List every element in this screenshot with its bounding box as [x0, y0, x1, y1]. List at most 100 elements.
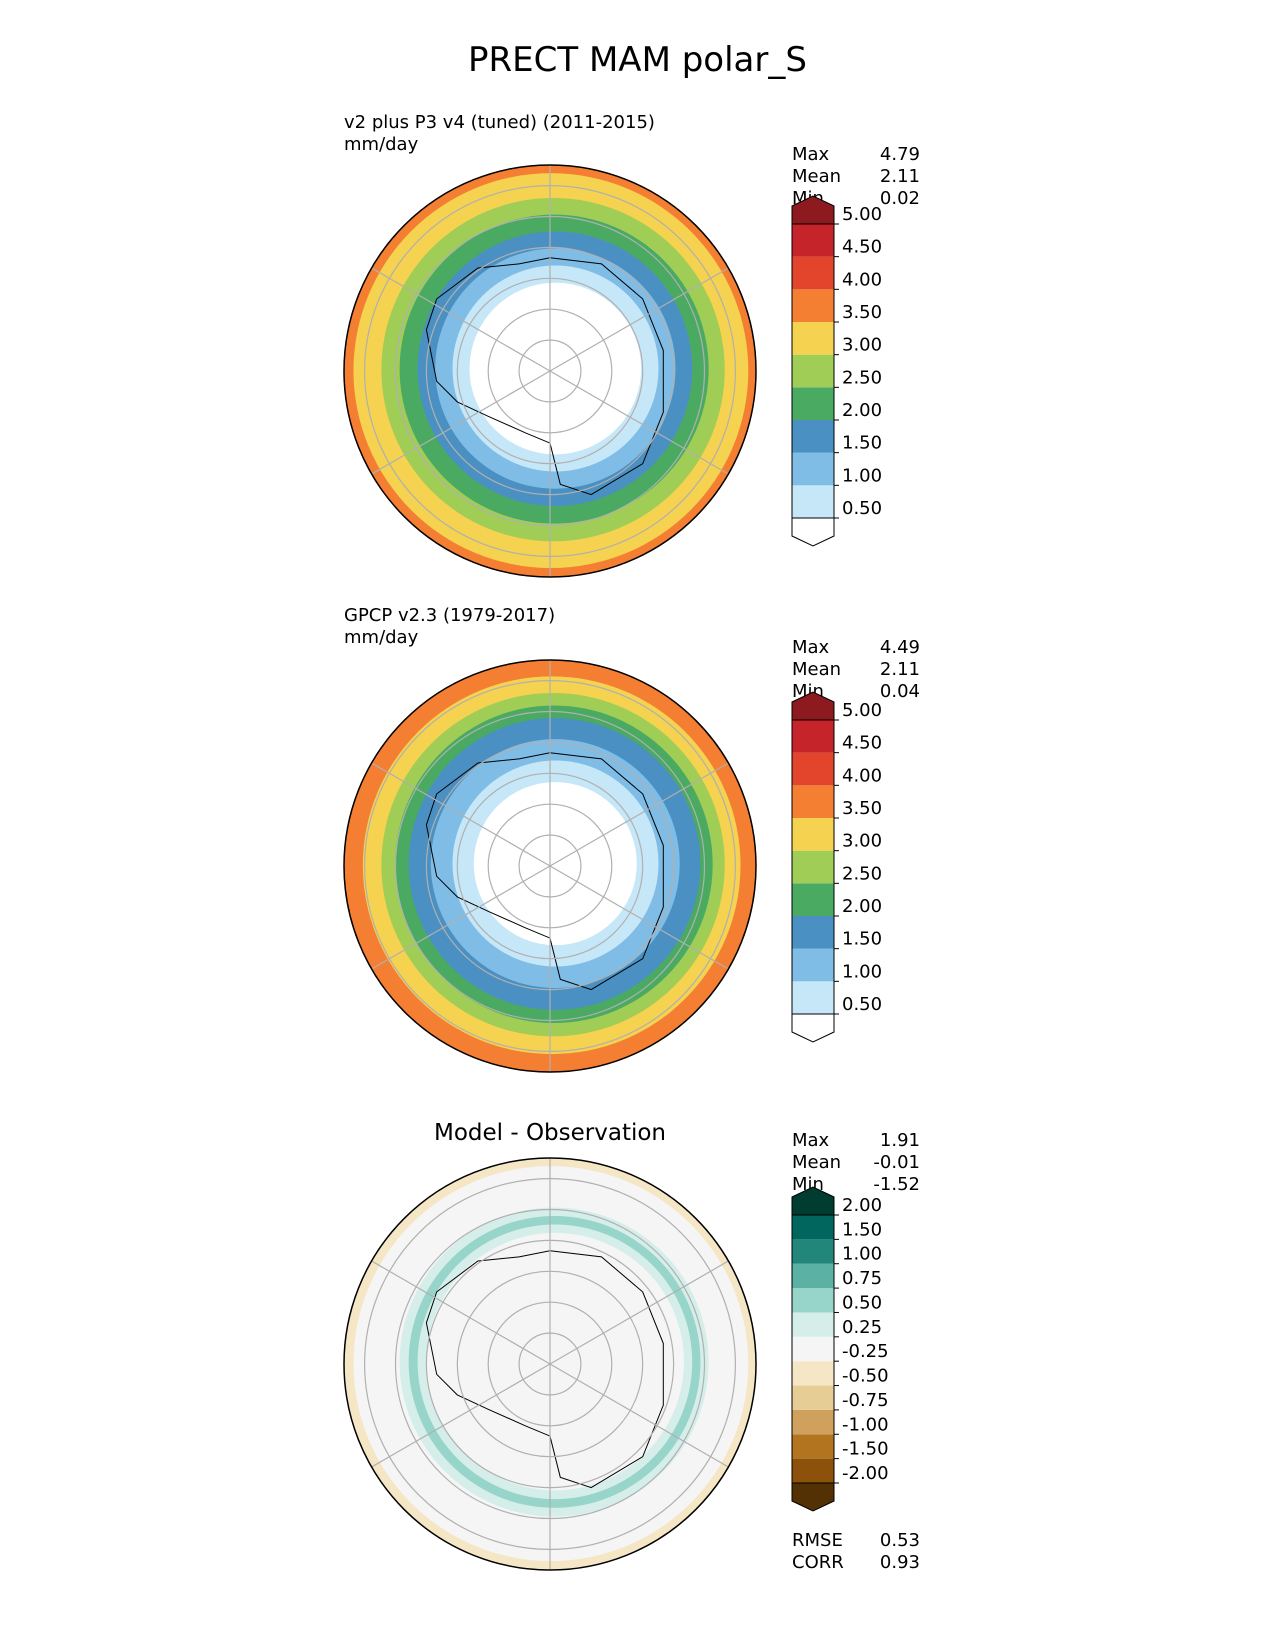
colorbar-tick-label: 4.00 — [842, 269, 882, 290]
colorbar-tick-label: 4.50 — [842, 733, 882, 754]
colorbar-tick-label: 1.50 — [842, 929, 882, 950]
colorbar-box — [792, 883, 834, 916]
colorbar-box — [792, 850, 834, 884]
colorbar-tick-label: 4.50 — [842, 237, 882, 258]
panel-1-title: v2 plus P3 v4 (tuned) (2011-2015) mm/day — [344, 112, 655, 156]
colorbar-frame — [791, 223, 835, 519]
meridian-line — [371, 762, 551, 867]
colorbar-box — [792, 1336, 834, 1362]
panel-1-stat-mean: Mean 2.11 — [792, 166, 920, 187]
meridian-line — [549, 762, 729, 867]
coastline — [425, 257, 664, 496]
colorbar-tick-label: -2.00 — [842, 1463, 889, 1484]
colorbar-box — [792, 485, 834, 518]
colorbar-tick-label: 0.25 — [842, 1317, 882, 1338]
colorbar-tick-label: 3.50 — [842, 798, 882, 819]
colorbar-tick-label: 2.50 — [842, 863, 882, 884]
colorbar-tick-label: 1.00 — [842, 465, 882, 486]
colorbar-extend-min — [791, 1013, 835, 1043]
colorbar-frame — [791, 719, 835, 1015]
colorbar-tick-label: 1.50 — [842, 1219, 882, 1240]
coastline — [425, 752, 664, 991]
colorbar-box — [792, 1409, 834, 1435]
colorbar-box — [792, 785, 834, 818]
meridian-line — [371, 370, 551, 475]
colorbar-box — [792, 1312, 834, 1337]
colorbar-box — [792, 452, 834, 486]
colorbar-tick-label: 2.00 — [842, 1195, 882, 1216]
colorbar-tick-label: 0.50 — [842, 994, 882, 1015]
panel-3-title: Model - Observation — [433, 1120, 667, 1146]
colorbar-box — [792, 1215, 834, 1240]
panel-3-stat-rmse: RMSE 0.53 — [792, 1530, 920, 1551]
colorbar-box — [792, 916, 834, 949]
colorbar-tick-label: 3.00 — [842, 831, 882, 852]
panel-3-stat-corr: CORR 0.93 — [792, 1552, 920, 1573]
colorbar-box — [792, 981, 834, 1014]
meridian-line — [549, 865, 729, 970]
colorbar-tick-label: -0.25 — [842, 1341, 889, 1362]
panel-3-error-stats: RMSE 0.53 CORR 0.93 — [792, 1530, 920, 1574]
colorbar-tick-label: 1.50 — [842, 433, 882, 454]
colorbar-extend-max — [791, 195, 835, 225]
map-boundary — [343, 659, 757, 1073]
colorbar-extend-max — [791, 1186, 835, 1216]
coastline — [425, 1250, 664, 1489]
meridian-line — [371, 865, 551, 970]
panel-2-title-main: GPCP v2.3 (1979-2017) — [344, 605, 556, 626]
colorbar-1: 0.50 1.00 1.50 2.00 2.50 3.00 3.50 4.00 4.50 5.00 — [791, 195, 882, 547]
colorbar-box — [792, 948, 834, 982]
colorbar-box — [792, 1239, 834, 1264]
colorbar-extend-min — [791, 1482, 835, 1512]
polar-map-1 — [343, 164, 757, 578]
colorbar-tick-label: 0.50 — [842, 1292, 882, 1313]
colorbar-box — [792, 420, 834, 453]
colorbar-box — [792, 256, 834, 290]
colorbar-3: -2.00 -1.50 -1.00 -0.75 -0.50 -0.25 0.25 0.50 0.… — [791, 1186, 889, 1512]
colorbar-tick-label: 0.75 — [842, 1268, 882, 1289]
panel-2-stat-mean: Mean 2.11 — [792, 659, 920, 680]
colorbar-box — [792, 1458, 834, 1483]
colorbar-box — [792, 1385, 834, 1410]
colorbar-tick-label: 3.50 — [842, 302, 882, 323]
polar-map-2 — [343, 659, 757, 1073]
colorbar-frame — [791, 1214, 835, 1484]
colorbar-box — [792, 752, 834, 786]
panel-2-title: GPCP v2.3 (1979-2017) mm/day — [344, 605, 555, 649]
colorbar-extend-min — [791, 517, 835, 547]
meridian-line — [549, 370, 729, 475]
colorbar-tick-label: -0.50 — [842, 1366, 889, 1387]
colorbar-box — [792, 322, 834, 355]
panel-3-stat-mean: Mean -0.01 — [792, 1152, 920, 1173]
meridian-line — [549, 1260, 729, 1365]
colorbar-tick-label: 4.00 — [842, 765, 882, 786]
colorbar-box — [792, 720, 834, 753]
map-boundary — [343, 1157, 757, 1571]
meridian-line — [371, 1260, 551, 1365]
panel-1-title-main: v2 plus P3 v4 (tuned) (2011-2015) — [344, 112, 655, 133]
colorbar-box — [792, 387, 834, 420]
page-title: PRECT MAM polar_S — [468, 40, 807, 80]
colorbar-box — [792, 818, 834, 851]
graticule-2 — [364, 660, 736, 1072]
panel-1-units: mm/day — [344, 134, 419, 155]
panel-2-stat-min: Min 0.04 — [792, 681, 920, 702]
map-boundary — [343, 164, 757, 578]
colorbar-box — [792, 354, 834, 388]
colorbar-tick-label: 1.00 — [842, 961, 882, 982]
colorbar-tick-label: 5.00 — [842, 700, 882, 721]
meridian-line — [371, 1363, 551, 1468]
colorbar-box — [792, 1288, 834, 1313]
colorbar-tick-label: 2.00 — [842, 400, 882, 421]
colorbar-tick-label: 0.50 — [842, 498, 882, 519]
colorbar-tick-label: 1.00 — [842, 1244, 882, 1265]
colorbar-box — [792, 1434, 834, 1459]
panel-2-stat-max: Max 4.49 — [792, 637, 920, 658]
meridian-line — [549, 267, 729, 372]
meridian-line — [371, 267, 551, 372]
graticule-1 — [364, 165, 736, 577]
panel-2-units: mm/day — [344, 627, 419, 648]
colorbar-box — [792, 1263, 834, 1289]
